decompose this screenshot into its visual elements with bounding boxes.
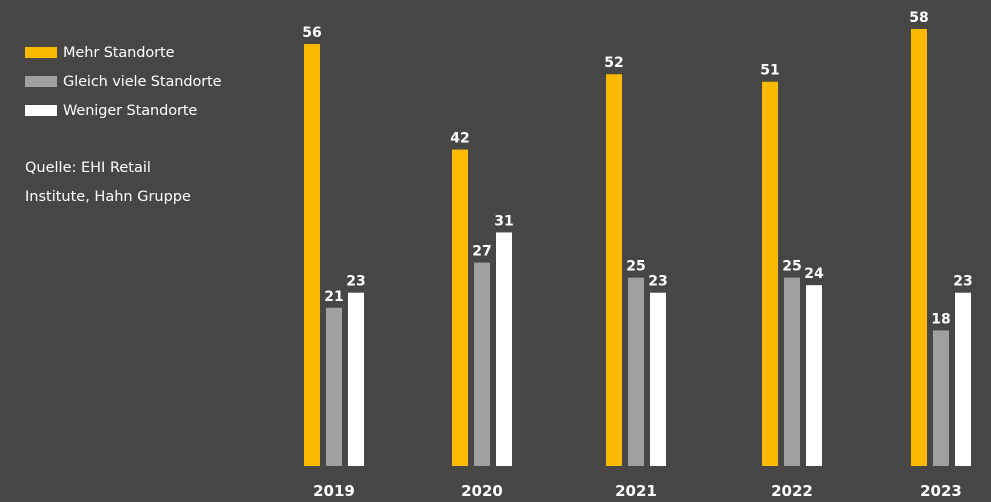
- bar-weniger-2022: [806, 285, 822, 466]
- data-label-weniger-2021: 23: [648, 274, 667, 290]
- legend-item-mehr: Mehr Standorte: [25, 38, 221, 67]
- bar-weniger-2019: [348, 292, 364, 466]
- data-label-weniger-2020: 31: [494, 213, 513, 229]
- legend-label-weniger: Weniger Standorte: [63, 102, 198, 119]
- bar-mehr-2022: [762, 81, 778, 466]
- data-label-mehr-2020: 42: [450, 131, 469, 147]
- bar-weniger-2023: [955, 292, 971, 466]
- data-label-mehr-2021: 52: [604, 55, 623, 71]
- x-tick-label-2019: 2019: [313, 482, 355, 500]
- chart-legend: Mehr Standorte Gleich viele Standorte We…: [25, 38, 222, 125]
- bar-mehr-2020: [452, 149, 468, 466]
- bar-mehr-2019: [304, 44, 320, 466]
- bar-weniger-2021: [650, 292, 666, 466]
- bar-gleich-2019: [326, 307, 342, 466]
- legend-label-gleich: Gleich viele Standorte: [63, 73, 222, 90]
- bar-gleich-2022: [784, 277, 800, 466]
- legend-label-mehr: Mehr Standorte: [63, 44, 175, 61]
- data-label-gleich-2019: 21: [324, 289, 343, 305]
- data-label-mehr-2022: 51: [760, 63, 779, 79]
- x-tick-label-2020: 2020: [461, 482, 503, 500]
- data-label-weniger-2019: 23: [346, 274, 365, 290]
- data-label-mehr-2019: 56: [302, 25, 321, 41]
- data-label-gleich-2023: 18: [931, 311, 950, 327]
- source-note: Quelle: EHI Retail Institute, Hahn Grupp…: [25, 154, 235, 212]
- legend-item-weniger: Weniger Standorte: [25, 96, 221, 125]
- bar-gleich-2023: [933, 330, 949, 466]
- x-tick-label-2021: 2021: [615, 482, 657, 500]
- data-label-gleich-2022: 25: [782, 259, 801, 275]
- legend-swatch-gleich: [25, 76, 57, 87]
- data-label-weniger-2022: 24: [804, 266, 824, 282]
- data-label-gleich-2020: 27: [472, 244, 491, 260]
- x-tick-label-2023: 2023: [920, 482, 962, 500]
- source-line-1: Quelle: EHI Retail: [25, 160, 151, 176]
- bar-gleich-2020: [474, 262, 490, 466]
- data-label-gleich-2021: 25: [626, 259, 645, 275]
- bar-gleich-2021: [628, 277, 644, 466]
- legend-swatch-weniger: [25, 105, 57, 116]
- bar-weniger-2020: [496, 232, 512, 466]
- data-label-mehr-2023: 58: [909, 10, 928, 26]
- bar-mehr-2021: [606, 74, 622, 466]
- legend-item-gleich: Gleich viele Standorte: [25, 67, 222, 96]
- legend-swatch-mehr: [25, 47, 57, 58]
- bar-mehr-2023: [911, 29, 927, 466]
- x-tick-label-2022: 2022: [771, 482, 813, 500]
- source-line-2: Institute, Hahn Gruppe: [25, 189, 191, 205]
- data-label-weniger-2023: 23: [953, 274, 972, 290]
